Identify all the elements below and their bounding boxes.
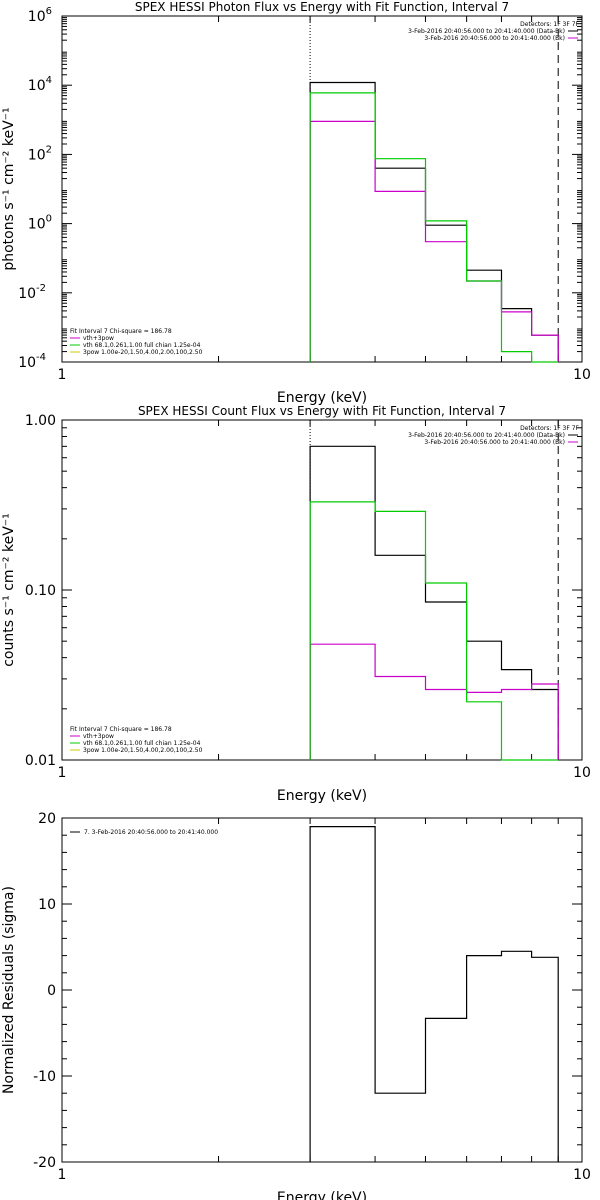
x-tick-label: 10 (573, 765, 591, 781)
x-tick-label: 1 (58, 765, 67, 781)
legend-heading: Detectors: 1F 3F 7F (520, 21, 579, 28)
series-line-1 (309, 825, 559, 1162)
legend-entry: 3-Feb-2016 20:40:56.000 to 20:41:40.000 … (408, 28, 565, 35)
legend-entry: 7. 3-Feb-2016 20:40:56.000 to 20:41:40.0… (84, 829, 218, 836)
x-axis-label: Energy (keV) (277, 1190, 367, 1200)
x-axis-label: Energy (keV) (277, 788, 367, 804)
x-tick-label: 10 (573, 367, 591, 383)
y-tick-label: 1.00 (25, 413, 56, 429)
plot-frame (61, 817, 583, 1163)
series-line-1 (309, 81, 559, 362)
plot-frame (61, 419, 583, 761)
x-tick-label: 10 (573, 1167, 591, 1183)
series-line-1 (309, 445, 559, 760)
y-axis-label: counts s⁻¹ cm⁻² keV⁻¹ (1, 513, 17, 667)
chart-title: SPEX HESSI Count Flux vs Energy with Fit… (138, 404, 506, 418)
x-tick-label: 1 (58, 1167, 67, 1183)
y-tick-label: 0.01 (25, 753, 56, 769)
legend-entry: 3-Feb-2016 20:40:56.000 to 20:41:40.000 … (424, 439, 565, 446)
y-tick-label: 100 (28, 214, 52, 233)
legend-entry: 3pow 1.00e-20,1.50,4.00,2.00,100,2.50 (83, 349, 203, 356)
x-tick-label: 1 (58, 367, 67, 383)
y-tick-label: 104 (28, 75, 52, 94)
y-axis-label: photons s⁻¹ cm⁻² keV⁻¹ (1, 107, 17, 270)
legend-heading: Fit Interval 7 Chi-square = 186.78 (70, 328, 172, 335)
series-line-3 (309, 501, 559, 761)
legend-entry: 3-Feb-2016 20:40:56.000 to 20:41:40.000 … (408, 432, 565, 439)
legend-entry: 3pow 1.00e-20,1.50,4.00,2.00,100,2.50 (83, 747, 203, 754)
y-tick-label: 20 (38, 811, 56, 827)
legend-entry: vth 68.1,0.261,1.00 full chian 1.25e-04 (83, 342, 201, 349)
plot-frame (61, 15, 583, 363)
y-tick-label: -20 (33, 1155, 56, 1171)
series-line-2 (309, 120, 559, 362)
legend-entry: vth 68.1,0.261,1.00 full chian 1.25e-04 (83, 740, 201, 747)
y-axis-label: Normalized Residuals (sigma) (1, 886, 17, 1094)
legend-entry: vth+3pow (83, 335, 114, 342)
legend-heading: Detectors: 1F 3F 7F (520, 425, 579, 432)
y-tick-label: 10 (38, 897, 56, 913)
y-tick-label: 10-4 (18, 352, 46, 371)
y-tick-label: 10-2 (18, 283, 46, 302)
y-tick-label: 0 (47, 983, 56, 999)
y-tick-label: 106 (28, 6, 52, 25)
series-line-2 (309, 643, 559, 760)
x-axis-label: Energy (keV) (277, 390, 367, 406)
chart-panel-1: SPEX HESSI Photon Flux vs Energy with Fi… (1, 0, 591, 406)
series-line-3 (309, 92, 559, 363)
y-tick-label: -10 (33, 1069, 56, 1085)
legend-entry: 3-Feb-2016 20:40:56.000 to 20:41:40.000 … (424, 35, 565, 42)
chart-title: SPEX HESSI Photon Flux vs Energy with Fi… (135, 0, 509, 14)
legend-entry: vth+3pow (83, 733, 114, 740)
y-tick-label: 0.10 (25, 583, 56, 599)
legend-heading: Fit Interval 7 Chi-square = 186.78 (70, 726, 172, 733)
y-tick-label: 102 (28, 144, 52, 163)
chart-panel-3: 1 10 -20 -10 0 10 20 Energy (keV) Normalized Res… (1, 811, 591, 1200)
chart-panel-2: SPEX HESSI Count Flux vs Energy with Fit… (1, 404, 591, 804)
